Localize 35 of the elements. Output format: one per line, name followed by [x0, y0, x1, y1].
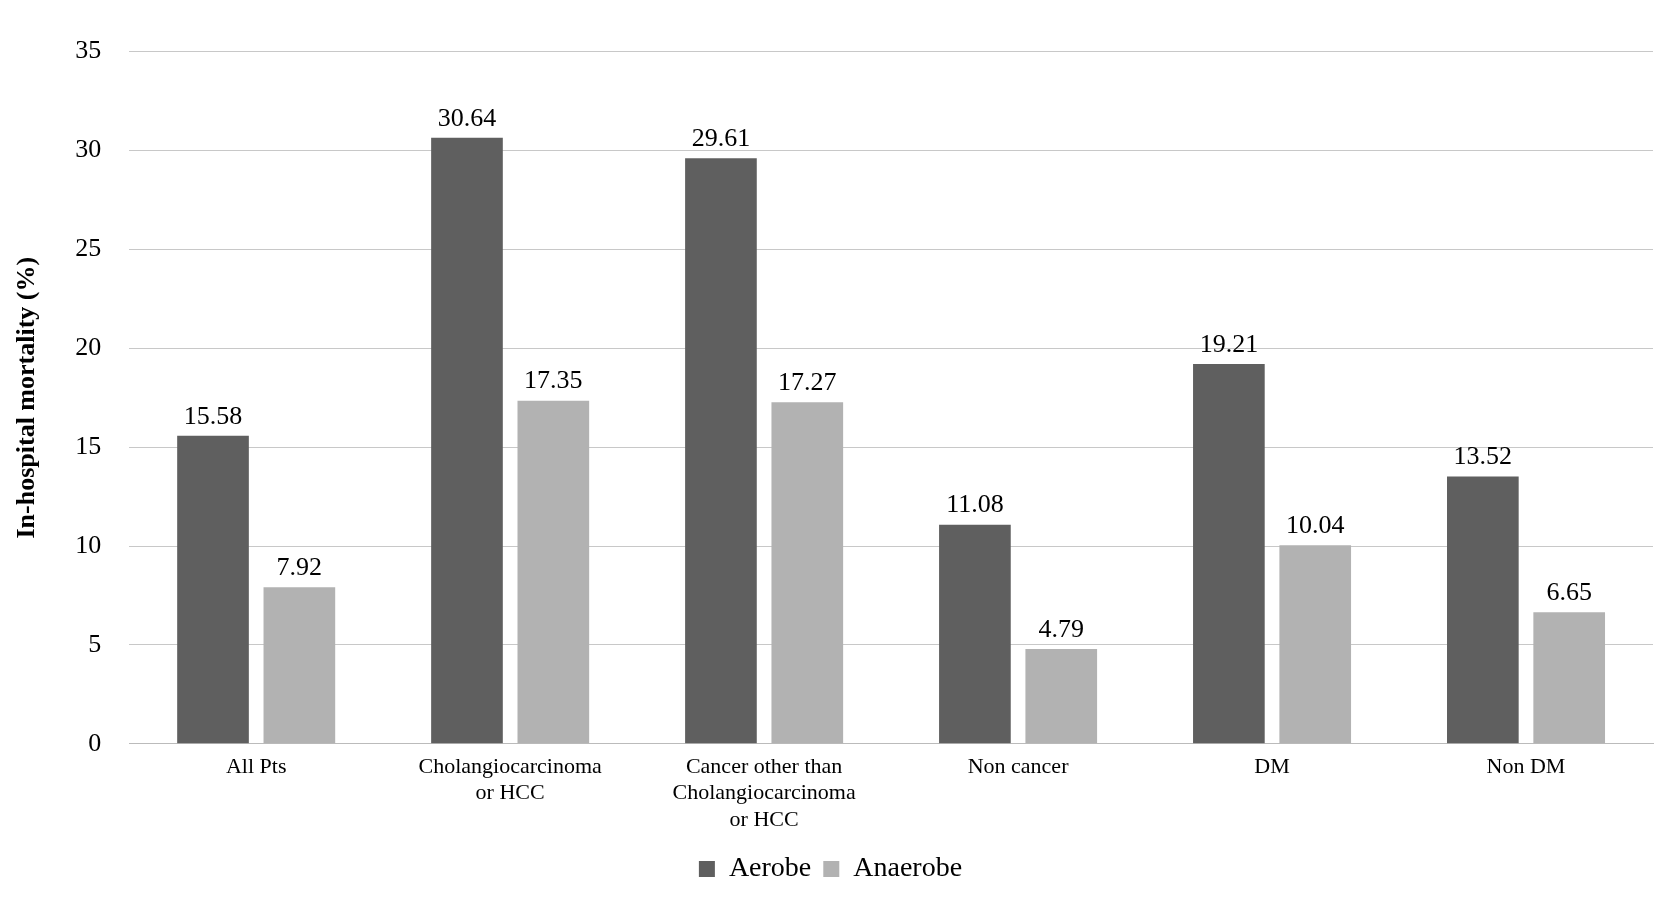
y-tick-label: 35 — [75, 35, 102, 65]
y-tick-label: 15 — [75, 430, 102, 460]
y-tick-label: 5 — [88, 628, 102, 658]
y-tick-label: 30 — [75, 134, 102, 164]
y-tick-label: 20 — [75, 332, 102, 362]
legend-label: Aerobe — [728, 851, 812, 883]
x-tick-label: Non DM — [1486, 752, 1566, 778]
bar — [431, 137, 503, 744]
data-label: 11.08 — [946, 489, 1004, 519]
data-label: 13.52 — [1453, 441, 1513, 471]
bar — [685, 158, 757, 744]
data-label: 15.58 — [183, 400, 243, 430]
bar — [1193, 363, 1265, 744]
y-tick-label: 0 — [88, 727, 102, 757]
x-tick-label: Cholangiocarcinoma or HCC — [418, 752, 603, 805]
data-label: 10.04 — [1285, 510, 1345, 540]
data-label: 6.65 — [1546, 577, 1592, 607]
bar — [177, 435, 249, 744]
data-label: 17.27 — [778, 367, 837, 397]
bar — [939, 524, 1011, 744]
data-label: 19.21 — [1199, 328, 1259, 358]
data-label: 4.79 — [1038, 613, 1085, 643]
data-label: 7.92 — [276, 551, 323, 581]
legend-label: Anaerobe — [853, 851, 963, 883]
x-tick-label: All Pts — [225, 752, 287, 778]
data-label: 30.64 — [437, 102, 497, 132]
x-tick-label: Non cancer — [967, 752, 1070, 778]
data-label: 29.61 — [691, 123, 751, 153]
y-tick-label: 10 — [75, 529, 102, 559]
y-axis-title: In-hospital mortality (%) — [11, 256, 41, 539]
y-tick-label: 25 — [75, 233, 102, 263]
x-tick-label: DM — [1254, 752, 1290, 778]
data-label: 17.35 — [524, 365, 583, 395]
bar — [1447, 476, 1519, 744]
x-tick-label: Cancer other than Cholangiocarcinoma or HCC — [672, 752, 856, 831]
